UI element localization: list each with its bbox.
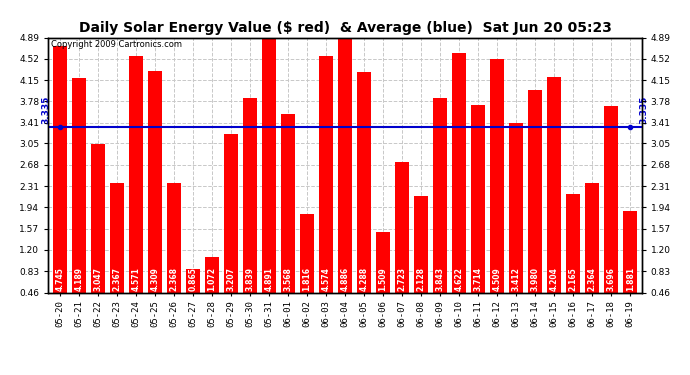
- Bar: [110, 183, 124, 292]
- Bar: [262, 38, 276, 292]
- Bar: [52, 46, 67, 292]
- Text: 1.509: 1.509: [379, 267, 388, 291]
- Text: 4.571: 4.571: [131, 267, 140, 291]
- Bar: [509, 123, 523, 292]
- Text: 4.288: 4.288: [359, 267, 368, 291]
- Text: 2.364: 2.364: [588, 267, 597, 291]
- Text: 4.309: 4.309: [150, 267, 159, 291]
- Bar: [357, 72, 371, 292]
- Bar: [623, 211, 638, 292]
- Text: 4.509: 4.509: [493, 267, 502, 291]
- Bar: [471, 105, 485, 292]
- Text: 3.980: 3.980: [531, 267, 540, 291]
- Bar: [566, 194, 580, 292]
- Text: 2.368: 2.368: [169, 267, 178, 291]
- Text: 3.207: 3.207: [226, 267, 235, 291]
- Text: 4.891: 4.891: [264, 267, 273, 291]
- Text: 4.886: 4.886: [340, 267, 350, 291]
- Bar: [376, 232, 390, 292]
- Text: 4.204: 4.204: [550, 267, 559, 291]
- Text: 2.367: 2.367: [112, 267, 121, 291]
- Text: Copyright 2009 Cartronics.com: Copyright 2009 Cartronics.com: [51, 40, 182, 49]
- Bar: [528, 90, 542, 292]
- Text: 0.865: 0.865: [188, 267, 197, 291]
- Text: 3.714: 3.714: [473, 267, 482, 291]
- Text: 1.072: 1.072: [208, 267, 217, 291]
- Bar: [224, 134, 238, 292]
- Text: 1.816: 1.816: [302, 267, 311, 291]
- Bar: [205, 257, 219, 292]
- Bar: [300, 214, 314, 292]
- Text: 3.412: 3.412: [512, 267, 521, 291]
- Bar: [243, 98, 257, 292]
- Bar: [167, 183, 181, 292]
- Bar: [395, 162, 409, 292]
- Text: 4.622: 4.622: [455, 267, 464, 291]
- Bar: [433, 98, 447, 292]
- Bar: [72, 78, 86, 292]
- Text: 3.839: 3.839: [246, 267, 255, 291]
- Text: 2.723: 2.723: [397, 267, 406, 291]
- Bar: [186, 269, 200, 292]
- Text: 2.165: 2.165: [569, 267, 578, 291]
- Bar: [148, 71, 162, 292]
- Bar: [585, 183, 600, 292]
- Text: 3.696: 3.696: [607, 267, 615, 291]
- Bar: [128, 56, 143, 292]
- Title: Daily Solar Energy Value ($ red)  & Average (blue)  Sat Jun 20 05:23: Daily Solar Energy Value ($ red) & Avera…: [79, 21, 611, 35]
- Text: 3.568: 3.568: [284, 267, 293, 291]
- Text: 2.128: 2.128: [417, 267, 426, 291]
- Bar: [414, 196, 428, 292]
- Text: 1.881: 1.881: [626, 267, 635, 291]
- Text: 3.335: 3.335: [640, 95, 649, 123]
- Text: 3.843: 3.843: [435, 267, 444, 291]
- Text: 4.189: 4.189: [75, 267, 83, 291]
- Bar: [547, 77, 562, 292]
- Text: 4.574: 4.574: [322, 267, 331, 291]
- Bar: [281, 114, 295, 292]
- Text: 4.745: 4.745: [55, 267, 64, 291]
- Bar: [319, 56, 333, 292]
- Text: 3.335: 3.335: [41, 95, 50, 123]
- Bar: [490, 59, 504, 292]
- Text: 3.047: 3.047: [93, 267, 102, 291]
- Bar: [452, 53, 466, 292]
- Bar: [338, 38, 352, 292]
- Bar: [604, 106, 618, 292]
- Bar: [90, 144, 105, 292]
